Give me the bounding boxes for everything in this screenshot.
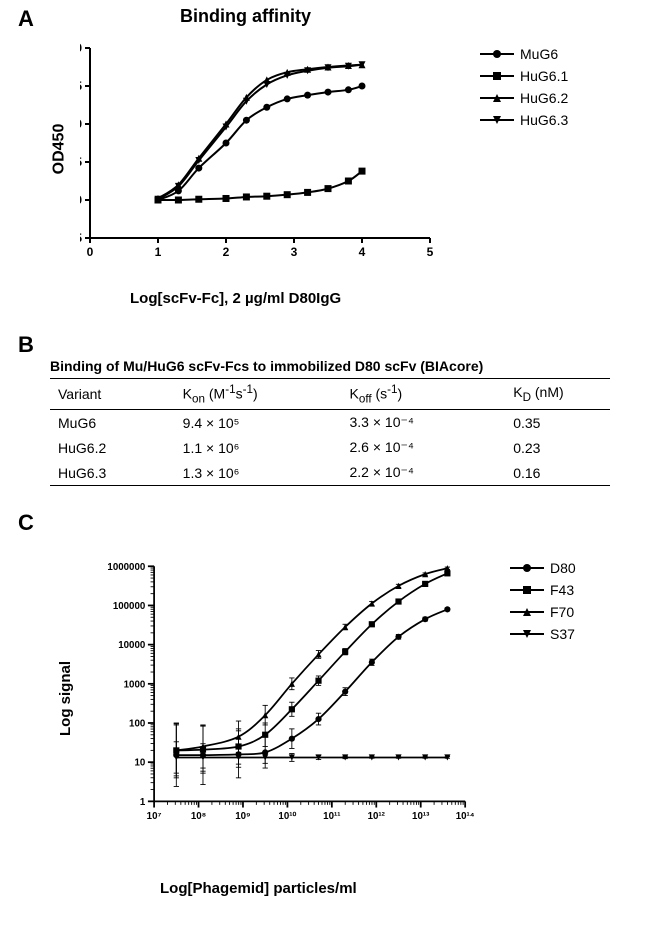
svg-text:1000000: 1000000 bbox=[107, 562, 145, 573]
legend-item: F70 bbox=[510, 604, 576, 620]
svg-text:10: 10 bbox=[134, 758, 145, 769]
table-cell: 0.35 bbox=[505, 410, 610, 436]
legend-item: S37 bbox=[510, 626, 576, 642]
svg-text:10000: 10000 bbox=[118, 640, 145, 651]
table-header: Koff (s-1) bbox=[342, 379, 506, 410]
panelA-xlabel: Log[scFv-Fc], 2 µg/ml D80IgG bbox=[130, 290, 341, 307]
panelA-title: Binding affinity bbox=[180, 6, 311, 27]
table-header: Kon (M-1s-1) bbox=[175, 379, 342, 410]
table-row: MuG69.4 × 10⁵3.3 × 10⁻⁴0.35 bbox=[50, 410, 610, 436]
table-cell: 2.2 × 10⁻⁴ bbox=[342, 460, 506, 486]
svg-text:10¹⁰: 10¹⁰ bbox=[278, 811, 296, 822]
panelA-plot: 0 1 2 3 4 5 -0.5 0.0 0.5 1.0 1.5 2.0 bbox=[80, 38, 440, 258]
table-cell: 9.4 × 10⁵ bbox=[175, 410, 342, 436]
svg-text:10¹³: 10¹³ bbox=[412, 811, 430, 822]
table-header: KD (nM) bbox=[505, 379, 610, 410]
panelA-legend: MuG6 HuG6.1 HuG6.2 HuG6.3 bbox=[480, 46, 568, 134]
svg-text:0.0: 0.0 bbox=[80, 193, 82, 207]
panelC-legend: D80 F43 F70 S37 bbox=[510, 560, 576, 648]
legend-item: HuG6.2 bbox=[480, 90, 568, 106]
table-cell: MuG6 bbox=[50, 410, 175, 436]
panelC-xlabel: Log[Phagemid] particles/ml bbox=[160, 880, 357, 897]
svg-text:2: 2 bbox=[223, 245, 230, 258]
svg-text:-0.5: -0.5 bbox=[80, 231, 82, 245]
svg-text:100: 100 bbox=[129, 719, 145, 730]
svg-text:10¹¹: 10¹¹ bbox=[323, 811, 340, 822]
legend-item: HuG6.3 bbox=[480, 112, 568, 128]
panelB-table: VariantKon (M-1s-1)Koff (s-1)KD (nM)MuG6… bbox=[50, 378, 610, 486]
svg-text:10⁷: 10⁷ bbox=[147, 811, 162, 822]
svg-text:10⁹: 10⁹ bbox=[235, 811, 250, 822]
legend-item: F43 bbox=[510, 582, 576, 598]
svg-text:1.5: 1.5 bbox=[80, 79, 82, 93]
figure-container: A Binding affinity OD450 Log[scFv-Fc], 2… bbox=[0, 0, 669, 925]
svg-text:0: 0 bbox=[87, 245, 94, 258]
table-cell: 0.16 bbox=[505, 460, 610, 486]
table-cell: 2.6 × 10⁻⁴ bbox=[342, 435, 506, 460]
svg-text:10¹⁴: 10¹⁴ bbox=[456, 811, 475, 822]
svg-text:1: 1 bbox=[155, 245, 162, 258]
svg-text:3: 3 bbox=[291, 245, 298, 258]
svg-text:1000: 1000 bbox=[124, 679, 146, 690]
svg-text:10¹²: 10¹² bbox=[368, 811, 386, 822]
legend-item: MuG6 bbox=[480, 46, 568, 62]
panelC-label: C bbox=[18, 510, 34, 536]
table-cell: 1.3 × 10⁶ bbox=[175, 460, 342, 486]
panelB-title: Binding of Mu/HuG6 scFv-Fcs to immobiliz… bbox=[50, 358, 483, 374]
svg-text:5: 5 bbox=[427, 245, 434, 258]
table-cell: HuG6.2 bbox=[50, 435, 175, 460]
svg-text:4: 4 bbox=[359, 245, 366, 258]
table-row: HuG6.21.1 × 10⁶2.6 × 10⁻⁴0.23 bbox=[50, 435, 610, 460]
svg-text:1: 1 bbox=[140, 797, 146, 808]
svg-text:100000: 100000 bbox=[113, 601, 145, 612]
table-cell: HuG6.3 bbox=[50, 460, 175, 486]
panelC-ylabel: Log signal bbox=[57, 661, 74, 736]
panelA-ylabel: OD450 bbox=[50, 124, 68, 175]
legend-item: HuG6.1 bbox=[480, 68, 568, 84]
table-cell: 1.1 × 10⁶ bbox=[175, 435, 342, 460]
table-row: HuG6.31.3 × 10⁶2.2 × 10⁻⁴0.16 bbox=[50, 460, 610, 486]
svg-text:1.0: 1.0 bbox=[80, 117, 82, 131]
table-header: Variant bbox=[50, 379, 175, 410]
svg-text:10⁸: 10⁸ bbox=[191, 811, 206, 822]
panelC-plot: 10⁷ 10⁸ 10⁹ 10¹⁰ 10¹¹ 10¹² 10¹³ 10¹⁴ 1 10 100 1000 1… bbox=[94, 540, 474, 840]
svg-text:2.0: 2.0 bbox=[80, 41, 82, 55]
table-cell: 3.3 × 10⁻⁴ bbox=[342, 410, 506, 436]
panelA-label: A bbox=[18, 6, 34, 32]
table-cell: 0.23 bbox=[505, 435, 610, 460]
svg-text:0.5: 0.5 bbox=[80, 155, 82, 169]
legend-item: D80 bbox=[510, 560, 576, 576]
panelB-label: B bbox=[18, 332, 34, 358]
